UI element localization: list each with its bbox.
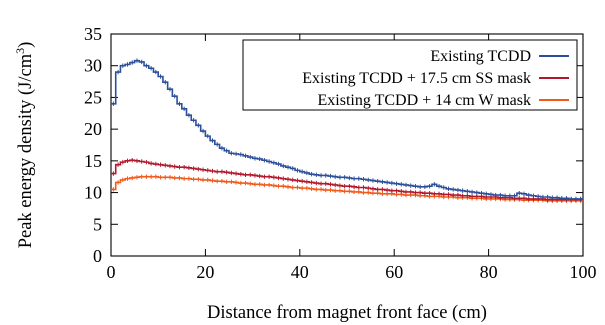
- y-tick-label: 35: [84, 24, 102, 44]
- axis-ticks: 0 20 40 60 80 100 0 5 10 15 20 25 30 35: [84, 24, 597, 282]
- legend-label-2: Existing TCDD + 14 cm W mask: [318, 92, 531, 109]
- x-tick-label: 40: [291, 262, 309, 282]
- x-tick-label: 60: [385, 262, 403, 282]
- y-tick-label: 5: [93, 214, 102, 234]
- x-tick-label: 80: [480, 262, 498, 282]
- y-tick-label: 20: [84, 119, 102, 139]
- y-axis-title: Peak energy density (J/cm3): [13, 42, 36, 249]
- series-line-1: [111, 159, 583, 201]
- legend: Existing TCDD Existing TCDD + 17.5 cm SS …: [242, 39, 578, 111]
- legend-label-1: Existing TCDD + 17.5 cm SS mask: [302, 70, 531, 87]
- y-axis-title-sup: 3: [13, 48, 27, 54]
- y-axis-title-main: Peak energy density (J/cm: [16, 53, 36, 248]
- plot-frame: [110, 33, 584, 257]
- series-layer: [111, 58, 583, 204]
- legend-box: [242, 39, 578, 111]
- y-tick-label: 0: [93, 246, 102, 266]
- y-tick-label: 10: [84, 183, 102, 203]
- series-line-2: [111, 175, 583, 202]
- y-axis-title-tail: ): [16, 42, 36, 48]
- x-tick-label: 20: [196, 262, 214, 282]
- legend-label-0: Existing TCDD: [430, 48, 531, 65]
- x-tick-label: 0: [107, 262, 116, 282]
- x-axis-title: Distance from magnet front face (cm): [207, 303, 487, 323]
- x-tick-label: 100: [570, 262, 597, 282]
- y-tick-label: 25: [84, 87, 102, 107]
- y-tick-label: 15: [84, 151, 102, 171]
- y-tick-label: 30: [84, 56, 102, 76]
